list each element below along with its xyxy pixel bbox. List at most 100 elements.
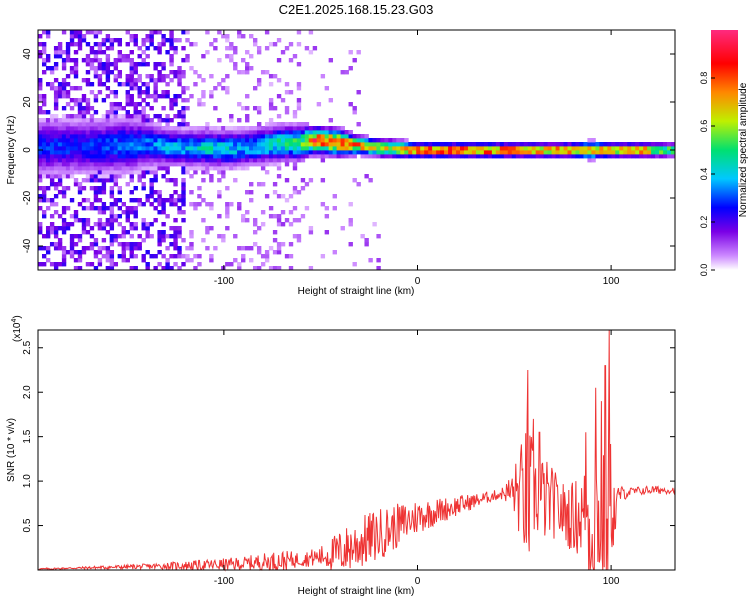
spectrogram-cell	[137, 46, 142, 51]
spectrogram-cell	[121, 174, 126, 179]
snr-series-line	[37, 329, 676, 572]
spectrogram-cell	[105, 66, 111, 71]
spectrogram-cell	[137, 162, 142, 167]
spectrogram-cell	[436, 150, 441, 155]
spectrogram-cell	[69, 58, 75, 63]
spectrogram-cell	[372, 146, 377, 151]
spectrogram-cell	[65, 74, 71, 79]
spectrogram-cell	[41, 166, 47, 171]
spectrogram-cell	[81, 170, 87, 175]
spectrogram-cell	[57, 142, 63, 147]
spectrogram-cell	[161, 158, 166, 163]
spectrogram-cell	[93, 158, 99, 163]
spectrogram-cell	[245, 62, 250, 67]
spectrogram-cell	[141, 122, 146, 127]
spectrogram-cell	[595, 150, 600, 155]
spectrogram-cell	[125, 162, 130, 167]
spectrogram-cell	[177, 210, 182, 215]
spectrogram-cell	[137, 130, 142, 135]
spectrogram-cell	[252, 154, 258, 159]
spectrogram-cell	[264, 150, 270, 155]
spectrogram-cell	[256, 110, 262, 115]
spectrogram-cell	[296, 238, 302, 243]
spectrogram-cell	[45, 66, 51, 71]
spectrogram-cell	[53, 106, 59, 111]
spectrogram-cell	[45, 226, 51, 231]
spectrogram-cell	[475, 146, 481, 151]
spectrogram-cell	[256, 78, 262, 83]
spectrogram-cell	[571, 142, 576, 147]
spectrogram-cell	[229, 54, 234, 59]
spectrogram-cell	[189, 134, 194, 139]
spectrogram-cell	[400, 146, 405, 151]
spectrogram-cell	[101, 122, 107, 127]
spectrogram-cell	[38, 54, 43, 59]
spectrogram-cell	[109, 62, 115, 67]
spectrogram-cell	[41, 234, 47, 239]
spectrogram-cell	[428, 154, 433, 159]
spectrogram-cell	[225, 162, 230, 167]
spectrogram-cell	[157, 250, 162, 255]
spectrogram-cell	[260, 182, 266, 187]
spectrogram-cell	[249, 54, 254, 59]
spectrogram-cell	[81, 186, 87, 191]
spectrogram-cell	[205, 130, 210, 135]
spectrogram-cell	[647, 150, 652, 155]
spectrogram-cell	[129, 50, 134, 55]
spectrogram-cell	[53, 138, 59, 143]
spectrogram-cell	[133, 106, 138, 111]
spectrogram-cell	[113, 122, 119, 127]
spectrogram-cell	[292, 146, 298, 151]
spectrogram-cell	[340, 126, 345, 131]
spectrogram-cell	[213, 150, 218, 155]
spectrogram-cell	[161, 62, 166, 67]
spectrogram-cell	[280, 122, 286, 127]
spectrogram-cell	[328, 142, 334, 147]
spectrogram-cell	[308, 150, 314, 155]
spectrogram-cell	[595, 154, 600, 159]
spectrogram-cell	[105, 94, 111, 99]
spectrogram-cell	[603, 150, 608, 155]
spectrogram-cell	[356, 182, 361, 187]
spectrogram-cell	[264, 162, 270, 167]
spectrogram-cell	[41, 110, 47, 115]
spectrogram-cell	[109, 218, 115, 223]
spectrogram-cell	[252, 158, 258, 163]
spectrogram-cell	[276, 166, 282, 171]
spectrogram-cell	[352, 178, 357, 183]
spectrogram-cell	[300, 186, 306, 191]
spectrogram-cell	[165, 158, 170, 163]
spectrogram-cell	[579, 142, 584, 147]
spectrogram-cell	[249, 130, 254, 135]
spectrogram-cell	[53, 50, 59, 55]
spectrogram-cell	[101, 154, 107, 159]
spectrogram-cell	[631, 150, 636, 155]
spectrogram-cell	[81, 114, 87, 119]
spectrogram-cell	[81, 162, 87, 167]
spectrogram-cell	[217, 158, 222, 163]
spectrogram-cell	[201, 150, 206, 155]
spectrogram-cell	[189, 158, 194, 163]
spectrogram-cell	[113, 118, 119, 123]
spectrogram-cell	[73, 154, 79, 159]
spectrogram-cell	[149, 146, 154, 151]
spectrogram-cell	[157, 142, 162, 147]
spectrogram-cell	[73, 30, 79, 35]
spectrogram-cell	[432, 150, 437, 155]
spectrogram-cell	[181, 158, 186, 163]
spectrogram-cell	[133, 150, 138, 155]
spectrogram-cell	[109, 130, 115, 135]
spectrogram-cell	[292, 126, 298, 131]
spectrogram-cell	[77, 130, 83, 135]
spectrogram-cell	[61, 62, 67, 67]
spectrogram-cell	[376, 150, 381, 155]
spectrogram-cell	[169, 202, 174, 207]
spectrogram-cell	[280, 194, 286, 199]
spectrogram-cell	[205, 150, 210, 155]
spectrogram-cell	[499, 142, 505, 147]
spectrogram-cell	[197, 202, 202, 207]
spectrogram-cell	[264, 70, 270, 75]
spectrogram-cell	[145, 150, 150, 155]
spectrogram-ytick-label: 20	[22, 96, 33, 108]
spectrogram-cell	[177, 66, 182, 71]
